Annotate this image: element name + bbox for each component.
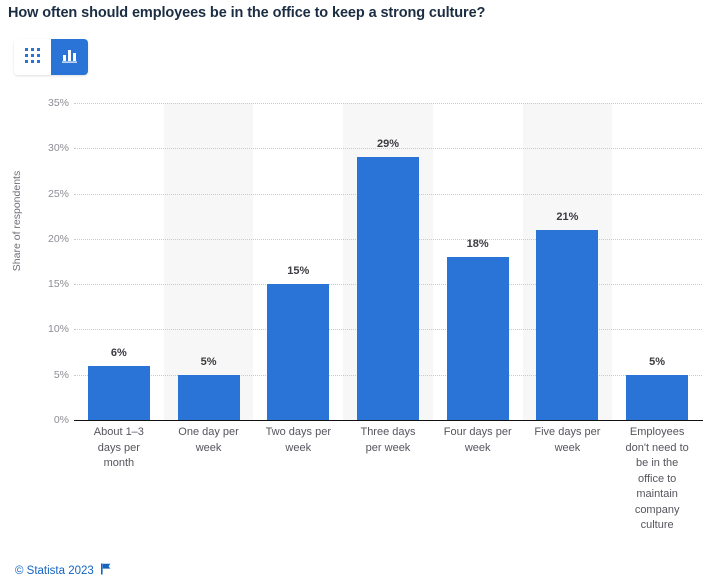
bar[interactable] [446,256,509,420]
plot-band [163,103,254,420]
bar[interactable] [357,157,419,420]
gridline [74,103,702,104]
x-axis-tick-label: Four days per week [443,426,512,454]
grid-icon [25,48,40,66]
bar[interactable] [626,374,689,420]
y-axis-tick-label: 5% [53,368,69,381]
page-title: How often should employees be in the off… [8,5,486,21]
footer: © Statista 2023 [15,563,112,578]
bar[interactable] [267,284,330,420]
y-axis-tick-label: 10% [47,323,69,336]
bar[interactable] [87,365,150,420]
x-axis-line [74,420,703,421]
x-axis-tick-label: Five days per week [534,426,601,454]
x-axis-tick-label: Two days per week [265,426,331,454]
plot-area: 6% 5% 15% 29% 18% 21% 5% [74,103,702,420]
bar-chart-icon [62,48,77,66]
bar-value-label: 21% [556,210,579,223]
y-axis-tick-label: 0% [53,414,69,426]
gridline [74,148,702,150]
table-view-button[interactable] [14,39,51,75]
x-axis-labels: About 1–3 days per month One day per week Two… [74,425,703,535]
bar-value-label: 15% [287,265,310,278]
y-axis-tick-label: 35% [47,97,69,109]
view-toggle-group[interactable] [14,39,88,75]
chart-view-button[interactable] [51,39,88,75]
y-axis-tick-label: 15% [47,278,69,291]
x-axis-tick-label: Three days per week [360,426,416,454]
y-axis: 0% 5% 10% 15% 20% 25% 30% 35% [25,97,69,426]
bar-value-label: 5% [200,355,217,368]
flag-icon[interactable] [100,563,112,578]
x-axis-tick-label: One day per week [178,426,239,454]
bar-value-label: 5% [649,355,666,368]
y-axis-tick-label: 20% [47,232,69,245]
y-axis-title: Share of respondents [11,170,23,272]
y-axis-tick-label: 25% [47,187,69,200]
bar-value-label: 29% [376,138,399,151]
x-axis-tick-label: About 1–3 days per month [93,426,144,469]
bar-value-label: 18% [466,237,489,250]
bar[interactable] [536,229,599,420]
copyright-text: © Statista 2023 [15,564,94,577]
x-axis-tick-label: Employees don't need to be in the office to… [625,426,689,531]
bar[interactable] [177,374,240,420]
y-axis-tick-label: 30% [47,142,69,155]
bar-value-label: 6% [110,346,127,359]
